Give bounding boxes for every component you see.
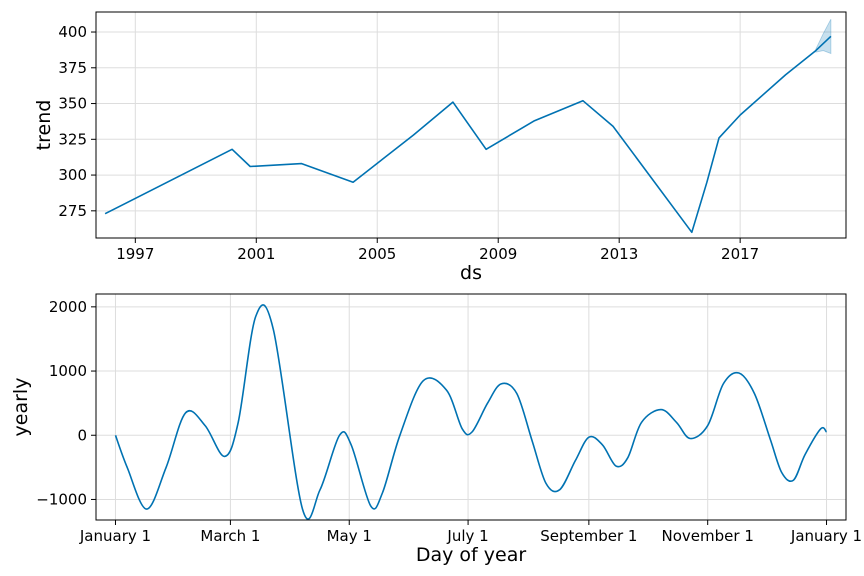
trend-y-tick-label: 275: [58, 202, 87, 220]
yearly-x-tick-label: November 1: [662, 527, 754, 545]
trend-line: [104, 35, 832, 234]
yearly-x-tick-label: May 1: [327, 527, 372, 545]
trend-x-tick-label: 2013: [600, 245, 638, 263]
trend-x-ticks: 1997 2001 2005 2009 2013 2017: [116, 238, 759, 263]
trend-x-tick-label: 1997: [116, 245, 154, 263]
yearly-line: [114, 304, 828, 520]
trend-x-axis-label: ds: [460, 262, 482, 284]
yearly-x-tick-label: July 1: [446, 527, 488, 545]
yearly-x-tick-label: January 1: [790, 527, 862, 545]
yearly-y-tick-label: −1000: [36, 490, 87, 508]
yearly-panel: January 1 March 1 May 1 July 1 September 1 No…: [10, 293, 862, 566]
trend-y-tick-label: 400: [58, 23, 87, 41]
yearly-x-tick-label: September 1: [540, 527, 637, 545]
yearly-axes-frame: [95, 293, 847, 521]
trend-x-tick-label: 2005: [358, 245, 396, 263]
trend-y-tick-label: 300: [58, 166, 87, 184]
trend-x-tick-label: 2017: [721, 245, 759, 263]
yearly-x-tick-label: January 1: [79, 527, 151, 545]
trend-y-tick-label: 375: [58, 59, 87, 77]
trend-y-tick-label: 350: [58, 95, 87, 113]
yearly-y-ticks: −1000 0 1000 2000: [36, 298, 96, 508]
yearly-x-ticks: January 1 March 1 May 1 July 1 September 1 No…: [79, 520, 862, 545]
trend-y-gridlines: [96, 31, 846, 212]
trend-x-tick-label: 2001: [237, 245, 275, 263]
trend-y-axis-label: trend: [33, 100, 55, 151]
yearly-y-tick-label: 2000: [49, 298, 87, 316]
trend-x-gridlines: [134, 12, 741, 238]
trend-y-ticks: 275 300 325 350 375 400: [58, 23, 96, 220]
yearly-y-tick-label: 1000: [49, 362, 87, 380]
yearly-y-tick-label: 0: [77, 426, 87, 444]
trend-panel: 1997 2001 2005 2009 2013 2017 275 300 325 350 375…: [33, 11, 847, 284]
trend-axes-frame: [95, 11, 847, 239]
yearly-x-gridlines: [114, 294, 828, 520]
trend-uncertainty-band: [815, 19, 832, 55]
yearly-y-axis-label: yearly: [10, 378, 32, 437]
trend-x-tick-label: 2009: [479, 245, 517, 263]
yearly-x-axis-label: Day of year: [416, 544, 526, 566]
yearly-y-gridlines: [96, 306, 846, 500]
yearly-x-tick-label: March 1: [200, 527, 260, 545]
trend-y-tick-label: 325: [58, 130, 87, 148]
